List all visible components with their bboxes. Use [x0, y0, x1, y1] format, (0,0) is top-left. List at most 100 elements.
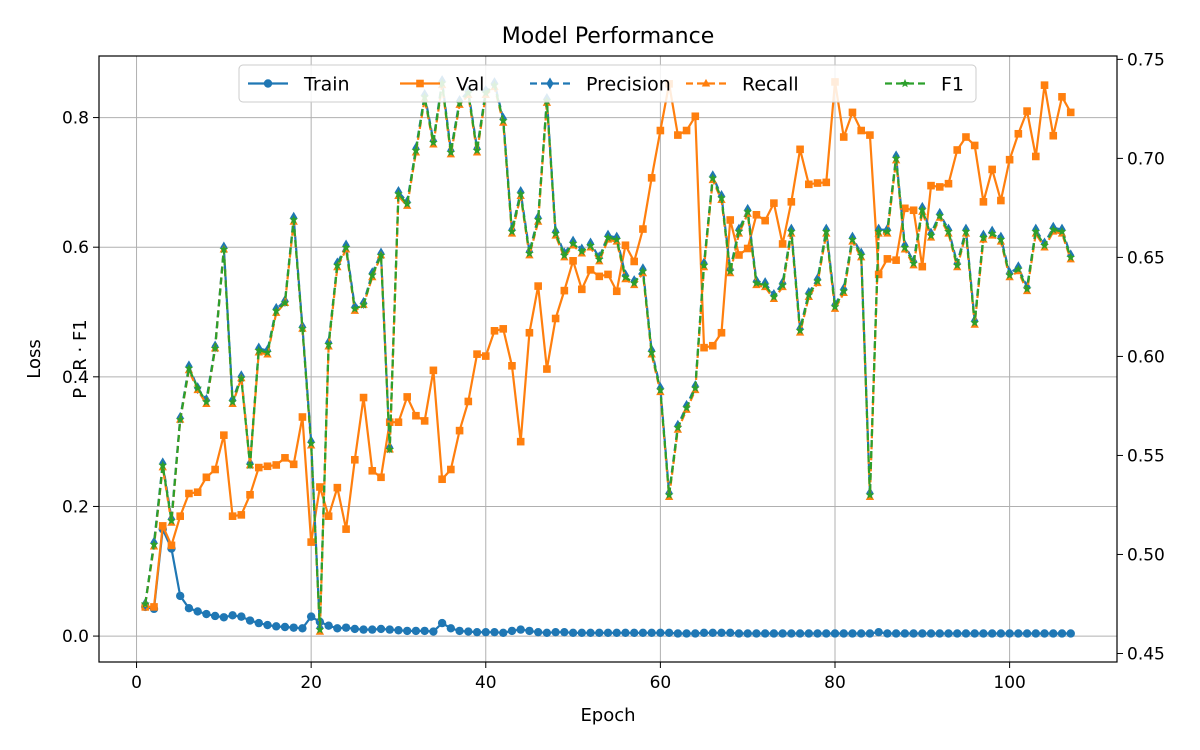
legend-item-val: Val	[400, 74, 484, 96]
data-point-val	[578, 285, 586, 294]
data-point-f1	[629, 278, 639, 287]
data-point-val	[752, 210, 761, 219]
data-point-train	[891, 629, 901, 638]
data-point-f1	[525, 248, 534, 258]
data-point-f1	[594, 254, 604, 264]
data-point-f1	[734, 227, 744, 236]
data-point-f1	[228, 397, 237, 406]
data-point-val	[377, 473, 385, 482]
x-tick-label: 100	[993, 673, 1025, 693]
data-point-val	[490, 327, 499, 335]
data-point-val	[787, 198, 796, 206]
data-point-train	[743, 629, 752, 638]
data-point-f1	[402, 199, 412, 208]
data-point-val	[543, 365, 551, 373]
data-point-val	[604, 270, 612, 279]
data-point-val	[935, 183, 944, 191]
y-tick-label-left: 0.2	[62, 497, 89, 517]
data-point-val	[254, 463, 263, 472]
data-point-f1	[245, 460, 255, 470]
data-point-train	[778, 629, 787, 638]
data-point-f1	[813, 276, 822, 285]
data-point-f1	[996, 234, 1006, 244]
data-point-train	[394, 626, 403, 635]
data-point-val	[656, 126, 665, 135]
data-point-val	[403, 393, 411, 401]
data-point-train	[245, 616, 255, 625]
data-point-val	[281, 454, 289, 462]
data-point-f1	[298, 324, 307, 333]
data-point-f1	[289, 215, 299, 224]
data-point-val	[944, 179, 953, 188]
data-point-f1	[647, 347, 657, 357]
legend-box	[238, 64, 977, 103]
data-point-train	[280, 622, 290, 632]
data-point-val	[481, 352, 490, 360]
data-point-train	[612, 628, 621, 638]
data-point-val	[176, 512, 184, 520]
data-point-f1	[874, 227, 884, 236]
data-point-train	[953, 629, 962, 638]
legend-swatch-marker	[546, 77, 554, 90]
data-point-train	[193, 607, 202, 616]
y-tick-label-right: 0.65	[1127, 248, 1165, 268]
data-point-train	[175, 591, 185, 601]
data-point-f1	[856, 250, 866, 260]
data-point-train	[359, 625, 368, 634]
data-point-train	[254, 618, 263, 628]
data-point-val	[848, 108, 857, 117]
x-tick-label: 80	[824, 673, 846, 693]
data-point-val	[342, 525, 350, 533]
data-point-train	[839, 629, 848, 638]
data-point-f1	[848, 234, 857, 244]
data-point-train	[455, 626, 464, 636]
data-point-val	[708, 341, 717, 350]
data-point-f1	[752, 278, 761, 287]
data-point-val	[621, 241, 630, 250]
data-point-f1	[446, 147, 456, 157]
data-point-train	[551, 627, 560, 637]
y-tick-label-left: 0.0	[62, 627, 89, 647]
data-point-f1	[263, 347, 272, 357]
legend-item-f1: F1	[885, 74, 964, 96]
data-point-val	[307, 538, 315, 546]
data-point-f1	[926, 231, 936, 240]
data-point-train	[324, 621, 333, 630]
data-point-val	[735, 251, 743, 259]
legend: Train Val Precision Recall F1	[238, 64, 977, 103]
y-tick-label-right: 0.55	[1127, 446, 1165, 466]
data-point-train	[341, 623, 351, 632]
data-point-f1	[551, 229, 560, 238]
data-point-f1	[1031, 227, 1041, 236]
data-point-f1	[1022, 284, 1032, 293]
data-point-val	[534, 282, 542, 290]
data-point-train	[542, 628, 552, 638]
data-point-train	[228, 611, 237, 620]
data-point-val	[1049, 131, 1058, 140]
y-tick-label-right: 0.45	[1127, 644, 1165, 664]
data-point-train	[734, 629, 744, 638]
data-point-train	[568, 628, 578, 638]
data-point-f1	[1066, 252, 1076, 262]
data-point-train	[237, 612, 246, 621]
data-point-val	[1023, 107, 1031, 115]
data-point-train	[263, 620, 272, 630]
data-point-train	[638, 628, 648, 638]
data-point-train	[830, 629, 840, 638]
data-point-train	[996, 629, 1006, 638]
data-point-train	[664, 628, 674, 638]
data-point-train	[848, 629, 857, 638]
data-point-train	[970, 629, 979, 638]
data-point-f1	[830, 302, 840, 311]
data-point-val	[700, 343, 708, 352]
data-point-f1	[952, 260, 962, 270]
data-point-train	[350, 624, 360, 634]
data-point-val	[185, 489, 193, 498]
data-point-val	[717, 328, 726, 337]
data-point-f1	[306, 438, 316, 448]
data-point-f1	[341, 242, 351, 252]
data-point-val	[866, 131, 874, 139]
data-point-f1	[664, 490, 674, 499]
data-point-f1	[140, 599, 150, 608]
data-point-val	[508, 362, 516, 370]
